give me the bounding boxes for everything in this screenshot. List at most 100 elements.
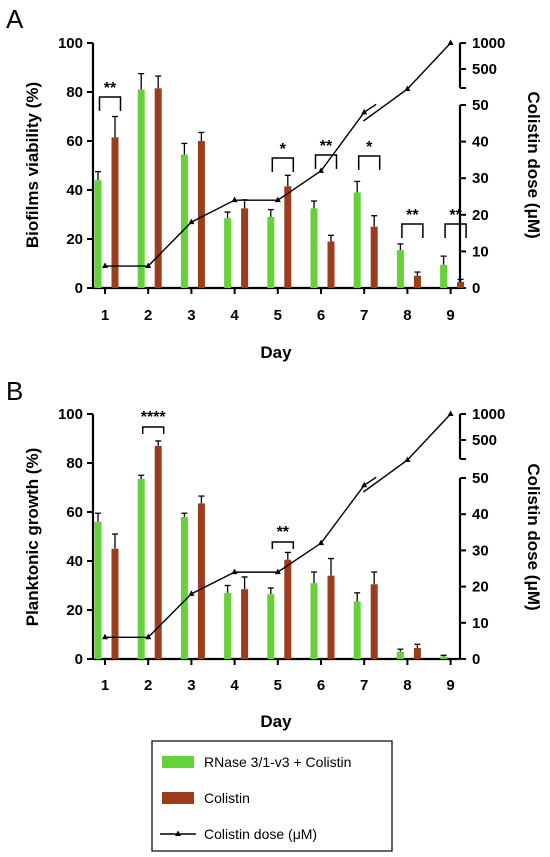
legend: RNase 3/1-v3 + Colistin Colistin Colistin …: [151, 740, 393, 852]
bar-colistin: [111, 137, 119, 288]
y2-tick-label: 0: [472, 651, 480, 668]
x-tick-label: 3: [187, 677, 195, 694]
x-tick-label: 2: [144, 307, 152, 324]
x-tick-label: 5: [274, 307, 282, 324]
dose-marker: [102, 633, 108, 640]
dose-marker: [274, 568, 281, 575]
dose-line-upper: [406, 42, 452, 90]
y-tick-label: 40: [66, 182, 83, 199]
bar-rnase-colistin: [267, 216, 275, 288]
legend-swatch: [162, 792, 194, 804]
bar-colistin: [197, 503, 205, 659]
y2-tick-label: 40: [472, 134, 489, 151]
significance-label: *: [366, 139, 373, 156]
y-tick-label: 80: [66, 455, 83, 472]
bar-rnase-colistin: [440, 264, 448, 288]
x-tick-label: 4: [230, 307, 239, 324]
significance-bracket: [271, 157, 295, 172]
y2-tick-label: 500: [472, 432, 497, 449]
dose-marker: [145, 262, 152, 269]
bar-colistin: [154, 445, 162, 659]
y2-tick-label: 30: [472, 170, 489, 187]
dose-marker: [318, 167, 324, 173]
dose-marker: [274, 196, 281, 203]
x-tick-label: 6: [317, 677, 325, 694]
x-tick-label: 7: [360, 677, 368, 694]
y2-tick-label: 10: [472, 243, 489, 260]
x-tick-label: 6: [317, 307, 325, 324]
bar-colistin: [457, 659, 465, 660]
significance-bracket: [357, 155, 381, 170]
x-tick-label: 9: [446, 677, 454, 694]
x-axis-title: Day: [260, 712, 292, 731]
x-tick-label: 4: [230, 677, 239, 694]
bar-rnase-colistin: [137, 89, 145, 288]
legend-swatch: [162, 756, 194, 768]
x-axis-title: Day: [260, 343, 292, 362]
significance-label: **: [104, 80, 117, 97]
panel-letter: B: [6, 376, 23, 406]
y2-tick-label: 1000: [472, 406, 505, 423]
bar-colistin: [327, 575, 335, 659]
y2-tick-label: 30: [472, 542, 489, 559]
legend-marker: [175, 830, 181, 836]
dose-line-lower: [105, 103, 377, 267]
dose-marker: [188, 218, 195, 225]
y-tick-label: 100: [58, 35, 83, 52]
dose-marker: [145, 633, 152, 640]
x-tick-label: 7: [360, 307, 368, 324]
y-tick-label: 0: [75, 651, 83, 668]
dose-line-break-segment: [362, 459, 408, 493]
y2-tick-label: 40: [472, 506, 489, 523]
dose-marker: [231, 568, 238, 575]
significance-bracket: [314, 154, 338, 169]
x-tick-label: 3: [187, 307, 195, 324]
dose-marker: [404, 456, 411, 462]
legend-label: Colistin dose (μM): [204, 826, 317, 842]
bar-rnase-colistin: [180, 154, 188, 288]
dose-marker: [188, 590, 195, 596]
bar-rnase-colistin: [353, 601, 361, 659]
significance-bracket: [444, 223, 467, 238]
bar-rnase-colistin: [224, 218, 232, 288]
bar-rnase-colistin: [310, 208, 318, 288]
dose-marker: [318, 539, 324, 546]
y-tick-label: 60: [66, 504, 83, 521]
bar-rnase-colistin: [180, 516, 188, 659]
significance-bracket: [141, 426, 165, 434]
bar-colistin: [327, 241, 335, 288]
significance-label: **: [449, 207, 462, 224]
bar-colistin: [241, 589, 249, 659]
dose-marker: [231, 196, 238, 203]
panel-letter: A: [6, 4, 24, 34]
dose-marker: [361, 481, 368, 488]
x-tick-label: 1: [101, 677, 109, 694]
legend-label: RNase 3/1-v3 + Colistin: [204, 754, 351, 770]
significance-bracket: [401, 223, 424, 238]
bar-colistin: [111, 548, 119, 659]
y-tick-label: 40: [66, 553, 83, 570]
y2-tick-label: 500: [472, 61, 497, 78]
significance-label: **: [406, 207, 419, 224]
bar-colistin: [370, 584, 378, 659]
y2-tick-label: 50: [472, 97, 489, 114]
dose-marker: [102, 262, 108, 269]
bar-rnase-colistin: [137, 478, 145, 659]
bar-colistin: [197, 141, 205, 288]
bar-colistin: [413, 647, 421, 659]
bar-colistin: [154, 88, 162, 288]
legend-label: Colistin: [204, 790, 250, 806]
bar-rnase-colistin: [310, 583, 318, 659]
y-axis-title: Biofilms viability (%): [23, 82, 42, 248]
y2-tick-label: 20: [472, 579, 489, 596]
dose-line-break-segment: [362, 88, 408, 122]
y2-tick-label: 50: [472, 470, 489, 487]
y-tick-label: 20: [66, 602, 83, 619]
bar-rnase-colistin: [224, 592, 232, 659]
bar-colistin: [284, 186, 292, 288]
significance-bracket: [98, 96, 122, 111]
bar-rnase-colistin: [94, 521, 102, 659]
significance-label: **: [277, 524, 290, 541]
